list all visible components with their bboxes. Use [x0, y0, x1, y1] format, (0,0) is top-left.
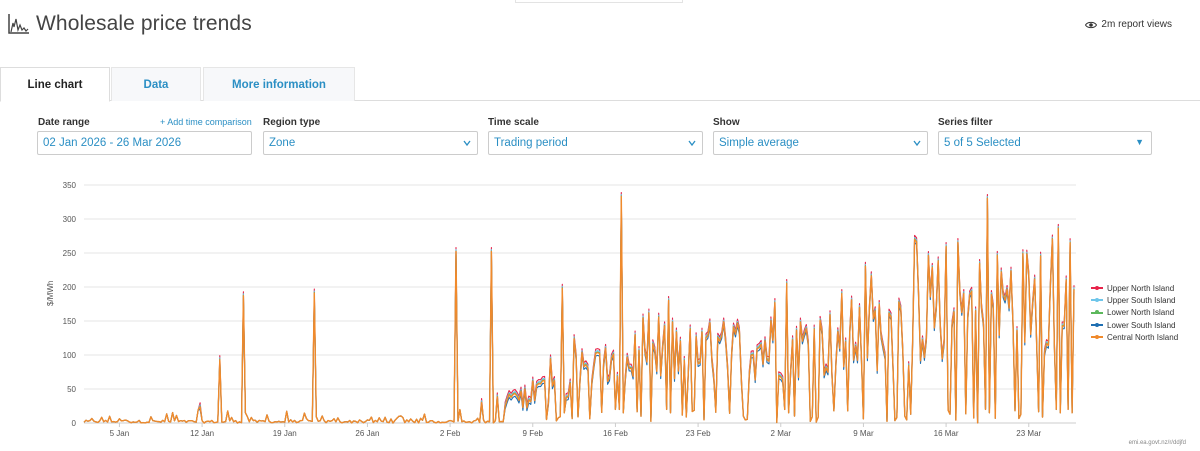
- page-header: Wholesale price trends: [8, 12, 252, 36]
- legend-label: Lower North Island: [1107, 308, 1175, 318]
- legend-item[interactable]: Upper North Island: [1091, 282, 1178, 294]
- region-type-select[interactable]: Zone: [263, 131, 478, 155]
- x-tick-label: 26 Jan: [355, 429, 379, 438]
- caret-down-icon: ▼: [1135, 137, 1144, 147]
- report-views: 2m report views: [1085, 19, 1172, 30]
- y-tick-label: 100: [63, 351, 77, 360]
- date-range-label: Date range: [38, 117, 90, 128]
- legend-swatch: [1091, 310, 1103, 315]
- short-url[interactable]: emi.ea.govt.nz/r/ddjfd: [1128, 440, 1186, 446]
- y-tick-label: 150: [63, 317, 77, 326]
- tab-line-chart[interactable]: Line chart: [0, 67, 110, 102]
- date-range-value: 02 Jan 2026 - 26 Mar 2026: [43, 137, 182, 149]
- legend-item[interactable]: Central North Island: [1091, 331, 1178, 343]
- y-tick-label: 0: [72, 419, 77, 428]
- y-tick-label: 350: [63, 181, 77, 190]
- legend-swatch: [1091, 285, 1103, 290]
- legend-swatch: [1091, 322, 1103, 327]
- legend-label: Upper South Island: [1107, 295, 1176, 305]
- legend-item[interactable]: Lower South Island: [1091, 319, 1178, 331]
- add-time-comparison-link[interactable]: + Add time comparison: [160, 117, 252, 127]
- legend-label: Upper North Island: [1107, 283, 1175, 293]
- x-tick-label: 23 Mar: [1016, 429, 1041, 438]
- time-scale-label: Time scale: [488, 117, 539, 128]
- x-tick-label: 2 Feb: [440, 429, 461, 438]
- legend-label: Lower South Island: [1107, 320, 1176, 330]
- series-filter-label: Series filter: [938, 117, 993, 128]
- series-filter-value: 5 of 5 Selected: [944, 137, 1021, 149]
- x-tick-label: 16 Feb: [603, 429, 628, 438]
- x-tick-label: 5 Jan: [110, 429, 130, 438]
- region-type-value: Zone: [269, 137, 296, 149]
- chart-icon: [8, 14, 29, 34]
- tab-more-information[interactable]: More information: [203, 67, 355, 101]
- legend-swatch: [1091, 297, 1103, 302]
- series-filter-select[interactable]: 5 of 5 Selected ▼: [938, 131, 1152, 155]
- x-tick-label: 2 Mar: [771, 429, 792, 438]
- x-tick-label: 9 Mar: [853, 429, 874, 438]
- time-scale-value: Trading period: [494, 137, 568, 149]
- series-line: [83, 195, 1075, 424]
- y-tick-label: 250: [63, 249, 77, 258]
- chart-legend: Upper North Island Upper South Island Lowe…: [1091, 282, 1178, 343]
- date-range-input[interactable]: 02 Jan 2026 - 26 Mar 2026: [37, 131, 252, 155]
- y-tick-label: 50: [67, 385, 76, 394]
- show-label: Show: [713, 117, 740, 128]
- y-tick-label: 300: [63, 215, 77, 224]
- legend-item[interactable]: Upper South Island: [1091, 294, 1178, 306]
- chevron-down-icon: [463, 140, 471, 147]
- chevron-down-icon: [688, 140, 696, 147]
- views-count: 2m report views: [1101, 19, 1172, 30]
- top-bar: [515, 0, 683, 3]
- x-tick-label: 23 Feb: [686, 429, 711, 438]
- legend-label: Central North Island: [1107, 332, 1179, 342]
- tab-bar: Line chart Data More information: [0, 67, 1200, 102]
- price-line-chart: 0 50 100 150 200 250 300 350 5 Jan 12 Jan 19 Jan 26…: [63, 181, 1076, 438]
- x-tick-label: 16 Mar: [934, 429, 959, 438]
- page-title: Wholesale price trends: [36, 12, 252, 35]
- tab-data[interactable]: Data: [111, 67, 201, 101]
- legend-item[interactable]: Lower North Island: [1091, 307, 1178, 319]
- y-tick-label: 200: [63, 283, 77, 292]
- show-select[interactable]: Simple average: [713, 131, 928, 155]
- x-tick-label: 12 Jan: [190, 429, 214, 438]
- show-value: Simple average: [719, 137, 799, 149]
- legend-swatch: [1091, 334, 1103, 339]
- chevron-down-icon: [913, 140, 921, 147]
- x-tick-label: 19 Jan: [273, 429, 297, 438]
- x-tick-label: 9 Feb: [523, 429, 544, 438]
- time-scale-select[interactable]: Trading period: [488, 131, 703, 155]
- eye-icon: [1085, 21, 1098, 28]
- region-type-label: Region type: [263, 117, 321, 128]
